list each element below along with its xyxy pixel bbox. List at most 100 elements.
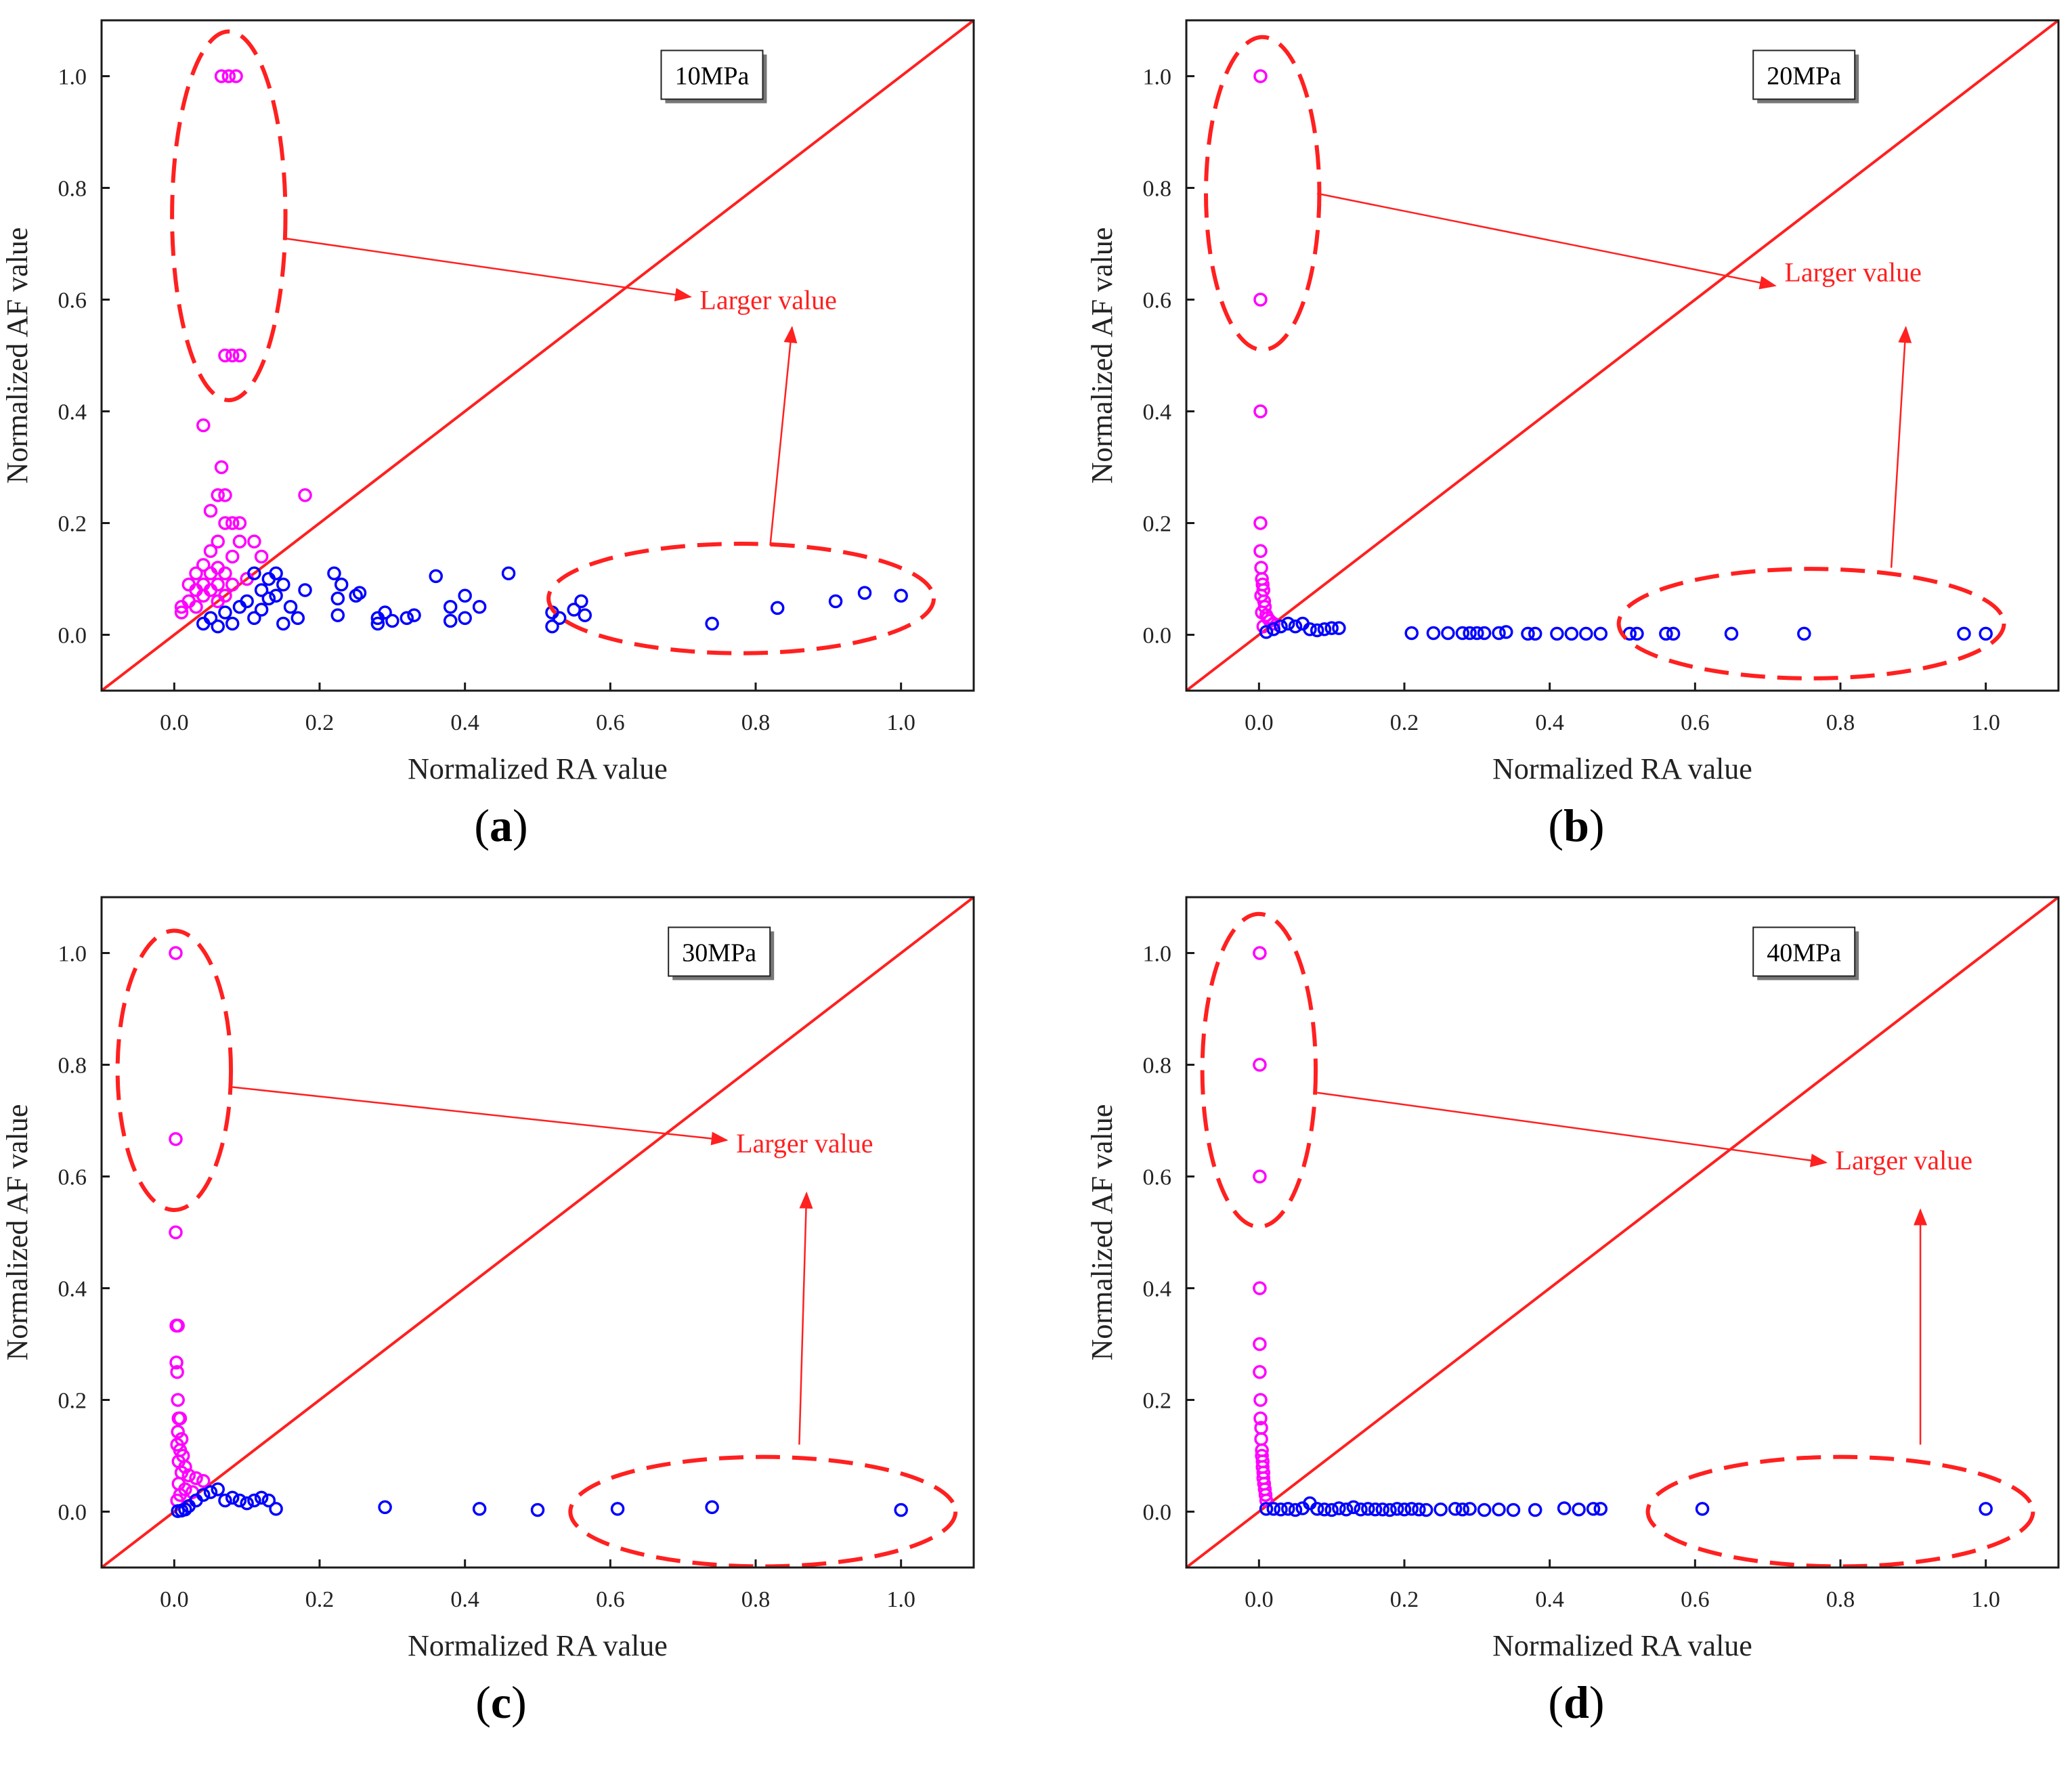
tensile-point xyxy=(1254,1432,1268,1446)
shear-point xyxy=(283,600,298,614)
shear-point xyxy=(1528,626,1542,641)
pressure-label-box xyxy=(1752,926,1856,977)
shear-point xyxy=(1492,626,1506,641)
pressure-label: 10MPa xyxy=(675,62,750,91)
shear-point xyxy=(1463,626,1477,641)
shear-point xyxy=(501,566,516,580)
tensile-point xyxy=(254,549,269,564)
shear-point xyxy=(247,1493,261,1508)
shear-point xyxy=(1259,1502,1274,1516)
tensile-point xyxy=(1253,1337,1267,1352)
shear-point xyxy=(458,611,472,625)
shear-point xyxy=(1979,1502,1993,1516)
plot-frame xyxy=(100,19,975,692)
x-tick-label: 0.8 xyxy=(741,710,771,735)
tensile-point xyxy=(225,578,240,592)
tensile-point xyxy=(174,605,189,620)
shear-point xyxy=(290,611,305,625)
y-tick-label: 1.0 xyxy=(58,942,87,967)
tensile-point xyxy=(1253,1365,1267,1379)
caption-c: (c) xyxy=(475,1677,527,1728)
shear-point xyxy=(196,1488,211,1502)
shear-point xyxy=(254,1490,269,1505)
pressure-label-box xyxy=(1752,49,1856,100)
tensile-point xyxy=(225,516,240,530)
tensile-point xyxy=(169,946,183,960)
y-tick-label: 0.6 xyxy=(58,1165,87,1190)
x-tick-label: 0.0 xyxy=(1245,710,1274,735)
tensile-point xyxy=(171,1318,185,1333)
tensile-point xyxy=(196,1473,211,1488)
shear-point xyxy=(327,566,341,580)
tensile-point xyxy=(232,534,247,548)
shear-point xyxy=(1463,1502,1477,1516)
reference-line xyxy=(1186,20,2058,691)
shear-point xyxy=(1521,626,1535,641)
tensile-point xyxy=(169,1355,184,1370)
y-tick-label: 0.6 xyxy=(1143,288,1172,314)
y-tick-label: 1.0 xyxy=(1143,942,1172,967)
shear-point xyxy=(378,1500,392,1515)
x-tick-label: 0.4 xyxy=(1535,710,1564,735)
y-axis-title: Normalized AF value xyxy=(1,228,34,484)
shear-point xyxy=(1259,625,1274,639)
x-tick-label: 1.0 xyxy=(1971,1587,2000,1612)
tensile-point xyxy=(1258,1488,1273,1502)
tensile-point xyxy=(218,566,232,580)
shear-point xyxy=(276,578,290,592)
shear-point xyxy=(1404,626,1419,641)
highlight-ellipse-tensile xyxy=(115,928,234,1212)
reference-line xyxy=(102,20,974,691)
highlight-ellipse-shear xyxy=(1616,567,2006,680)
tensile-point xyxy=(169,1131,183,1146)
x-axis-title: Normalized RA value xyxy=(408,752,668,785)
shear-point xyxy=(1630,626,1644,641)
tensile-point xyxy=(211,488,225,502)
x-tick-label: 1.0 xyxy=(1971,710,2000,735)
shear-point xyxy=(1455,1502,1470,1517)
shear-point xyxy=(1957,626,1971,641)
shear-point xyxy=(298,583,312,597)
shear-point xyxy=(1281,1502,1295,1516)
shear-point xyxy=(1346,1500,1361,1515)
y-tick-label: 0.4 xyxy=(1143,400,1172,425)
tensile-point xyxy=(1253,544,1268,558)
x-tick-label: 0.6 xyxy=(1681,710,1710,735)
shear-point xyxy=(254,583,269,597)
shear-point xyxy=(407,608,421,622)
shear-point xyxy=(443,600,458,614)
y-tick-label: 0.6 xyxy=(1143,1165,1172,1190)
shear-point xyxy=(705,1500,719,1515)
shear-point xyxy=(1470,626,1484,641)
y-axis-title: Normalized AF value xyxy=(1085,228,1119,484)
shear-point xyxy=(1659,626,1673,641)
x-axis-title: Normalized RA value xyxy=(1492,1629,1752,1662)
shear-point xyxy=(334,578,349,592)
tensile-point xyxy=(218,488,232,502)
shear-point xyxy=(1288,619,1303,634)
pressure-label: 30MPa xyxy=(682,939,756,968)
y-tick-label: 0.0 xyxy=(1143,1500,1172,1526)
shear-point xyxy=(1310,1502,1324,1516)
shear-point xyxy=(1426,626,1441,641)
annotation-label: Larger value xyxy=(1836,1145,1972,1175)
x-tick-label: 0.6 xyxy=(596,710,625,735)
plot-frame xyxy=(100,896,975,1569)
shear-point xyxy=(211,619,225,634)
chart-panel-c: 0.0 0.2 0.4 0.6 0.8 1.0 0.0 0.2 0.4 0.6 0.8 1.0 Norm… xyxy=(1,896,975,1662)
shear-point xyxy=(269,1502,283,1516)
y-tick-label: 0.4 xyxy=(1143,1277,1172,1302)
shear-point xyxy=(472,1502,487,1516)
shear-point xyxy=(1506,1503,1521,1517)
shear-point xyxy=(458,588,472,603)
tensile-point xyxy=(1254,561,1268,575)
tensile-point xyxy=(211,594,225,609)
plot-frame xyxy=(1185,19,2060,692)
shear-point xyxy=(1455,626,1470,641)
shear-point xyxy=(1332,1501,1346,1515)
tensile-point xyxy=(1259,1493,1274,1508)
x-tick-label: 0.2 xyxy=(305,710,334,735)
y-axis-title: Normalized AF value xyxy=(1085,1104,1119,1361)
shear-point xyxy=(261,1493,276,1508)
shear-point xyxy=(1797,626,1811,641)
